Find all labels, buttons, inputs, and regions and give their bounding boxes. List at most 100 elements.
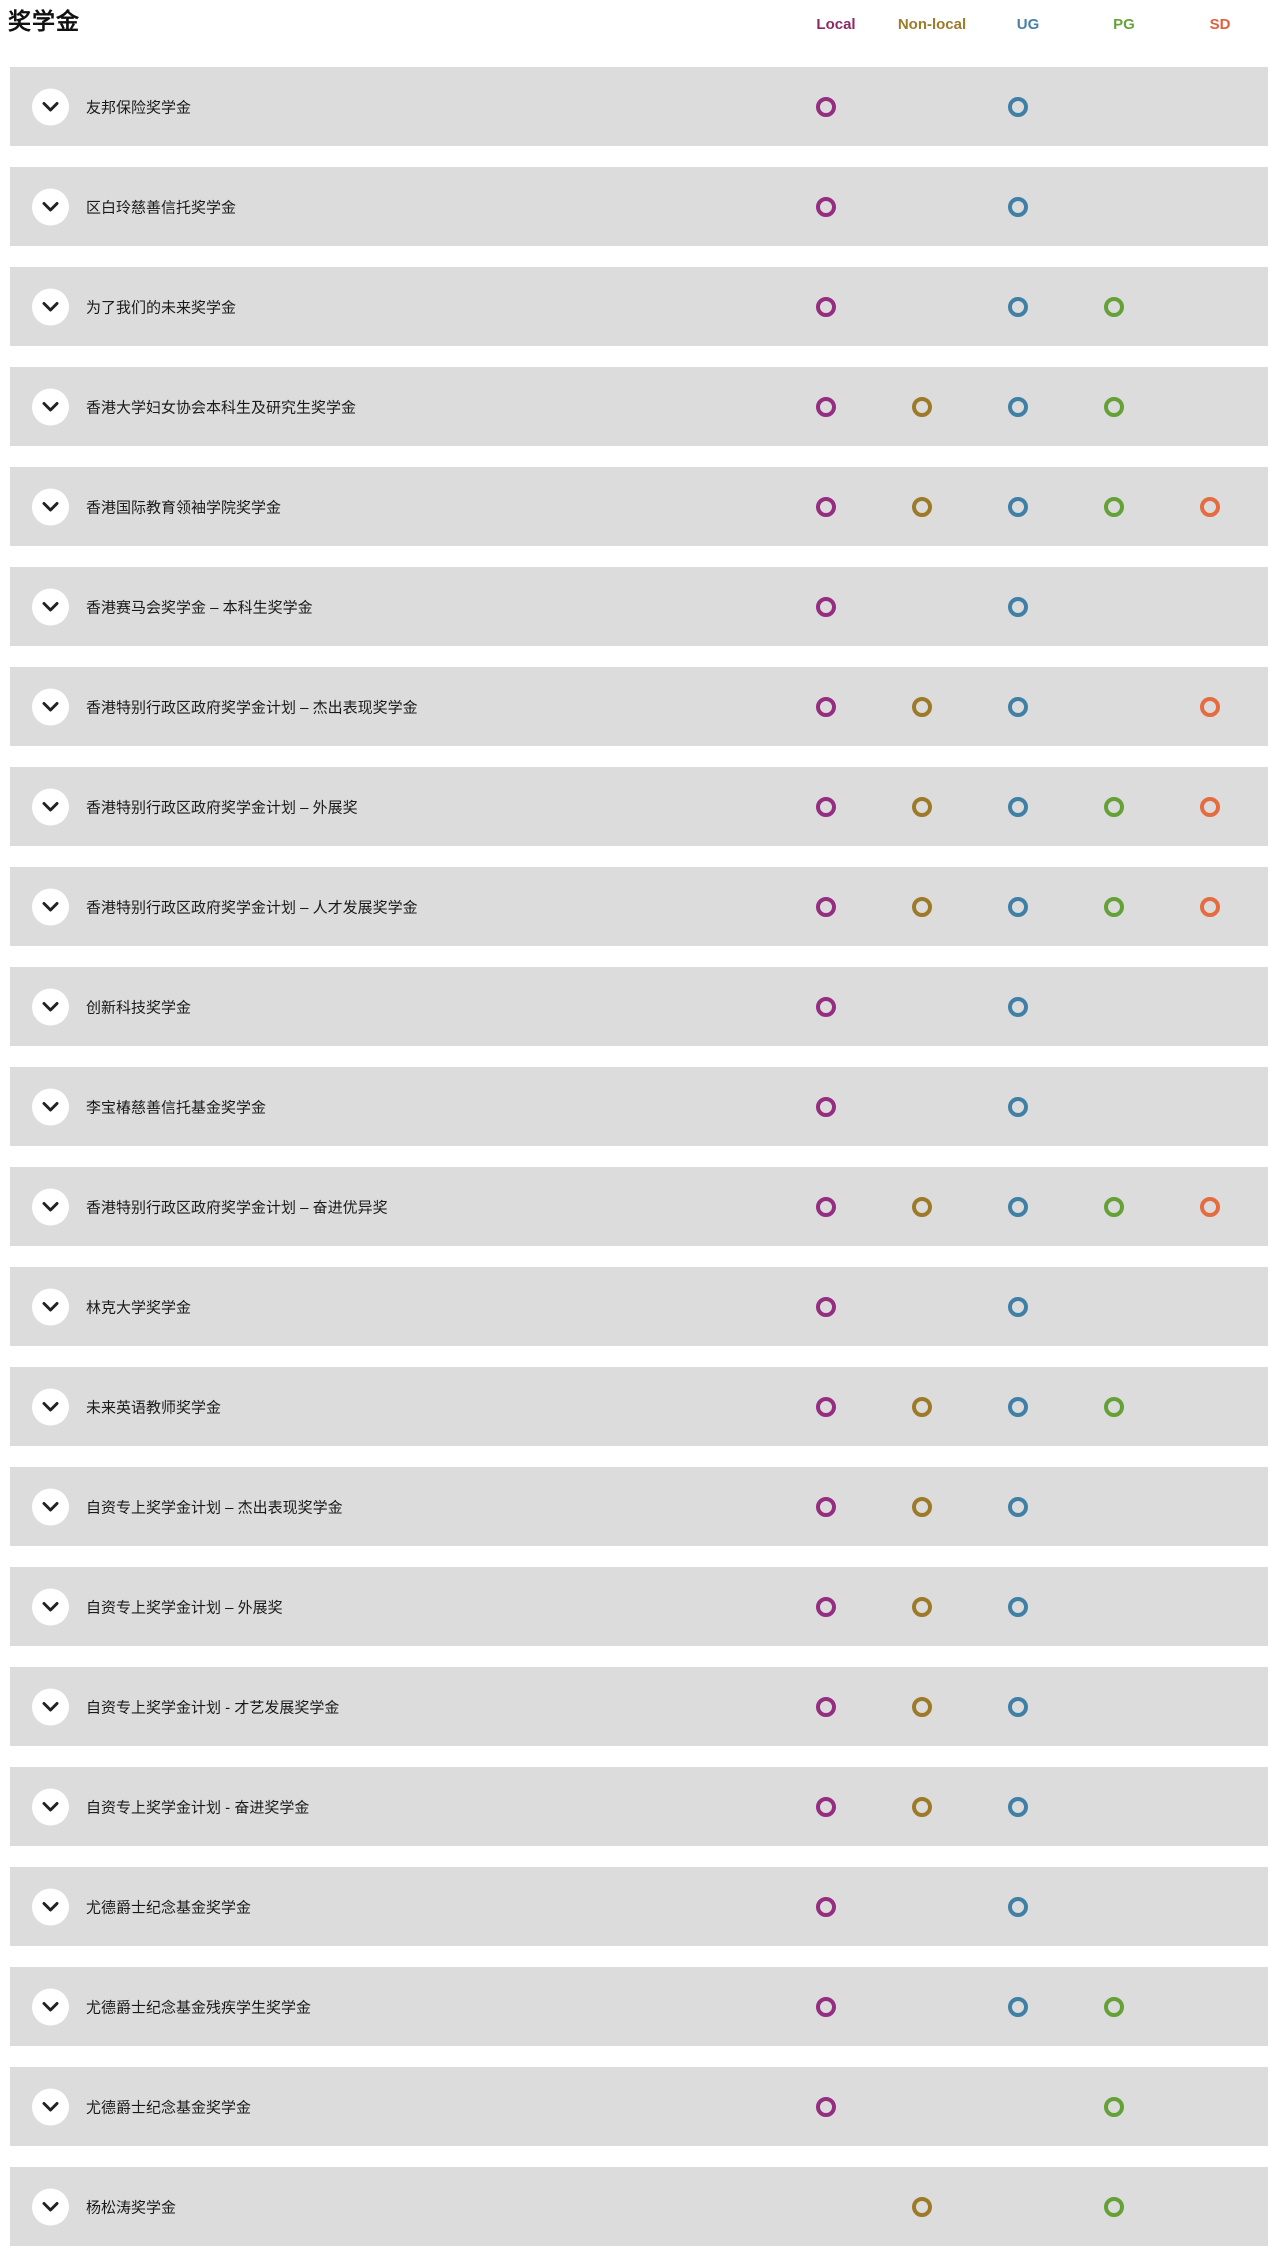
expand-button[interactable] [32, 1288, 69, 1325]
mark-cell-nonlocal [874, 167, 970, 246]
scholarship-name: 自资专上奖学金计划 – 杰出表现奖学金 [86, 1499, 343, 1516]
ug-ring-icon [1008, 1296, 1028, 1317]
column-header-local: Local [816, 16, 856, 33]
expand-button[interactable] [32, 988, 69, 1025]
chevron-down-icon [42, 1901, 59, 1911]
sd-ring-icon [1200, 496, 1220, 517]
mark-cell-sd [1162, 667, 1258, 746]
nonlocal-ring-icon [912, 696, 932, 717]
chevron-down-icon [42, 901, 59, 911]
scholarship-name: 香港赛马会奖学金 – 本科生奖学金 [86, 599, 313, 616]
chevron-down-icon [42, 301, 59, 311]
scholarship-row[interactable]: 香港赛马会奖学金 – 本科生奖学金 [10, 567, 1268, 646]
scholarship-row[interactable]: 友邦保险奖学金 [10, 67, 1268, 146]
chevron-down-icon [42, 801, 59, 811]
mark-cell-nonlocal [874, 67, 970, 146]
expand-button[interactable] [32, 2188, 69, 2225]
scholarship-row[interactable]: 李宝椿慈善信托基金奖学金 [10, 1067, 1268, 1146]
pg-ring-icon [1104, 1196, 1124, 1217]
ug-ring-icon [1008, 696, 1028, 717]
eligibility-marks [778, 1767, 1258, 1846]
mark-cell-local [778, 1167, 874, 1246]
column-headers: Local Non-local UG PG SD [788, 16, 1268, 33]
expand-button[interactable] [32, 1788, 69, 1825]
eligibility-marks [778, 2067, 1258, 2146]
mark-cell-sd [1162, 1767, 1258, 1846]
local-ring-icon [816, 1396, 836, 1417]
pg-ring-icon [1104, 496, 1124, 517]
eligibility-marks [778, 67, 1258, 146]
expand-button[interactable] [32, 688, 69, 725]
expand-button[interactable] [32, 1488, 69, 1525]
expand-button[interactable] [32, 288, 69, 325]
mark-cell-local [778, 1467, 874, 1546]
scholarship-row[interactable]: 香港特别行政区政府奖学金计划 – 杰出表现奖学金 [10, 667, 1268, 746]
local-ring-icon [816, 1996, 836, 2017]
chevron-down-icon [42, 1101, 59, 1111]
mark-cell-local [778, 1867, 874, 1946]
chevron-down-icon [42, 2201, 59, 2211]
scholarship-row[interactable]: 自资专上奖学金计划 - 奋进奖学金 [10, 1767, 1268, 1846]
scholarship-row[interactable]: 为了我们的未来奖学金 [10, 267, 1268, 346]
scholarship-row[interactable]: 尤德爵士纪念基金残疾学生奖学金 [10, 1967, 1268, 2046]
local-ring-icon [816, 1496, 836, 1517]
scholarship-row[interactable]: 区白玲慈善信托奖学金 [10, 167, 1268, 246]
expand-button[interactable] [32, 588, 69, 625]
expand-button[interactable] [32, 888, 69, 925]
scholarship-row[interactable]: 尤德爵士纪念基金奖学金 [10, 2067, 1268, 2146]
scholarship-row[interactable]: 香港国际教育领袖学院奖学金 [10, 467, 1268, 546]
mark-cell-local [778, 367, 874, 446]
eligibility-marks [778, 1467, 1258, 1546]
expand-button[interactable] [32, 88, 69, 125]
mark-cell-nonlocal [874, 1367, 970, 1446]
scholarship-name: 自资专上奖学金计划 - 才艺发展奖学金 [86, 1699, 340, 1716]
local-ring-icon [816, 696, 836, 717]
mark-cell-ug [970, 1767, 1066, 1846]
expand-button[interactable] [32, 1988, 69, 2025]
expand-button[interactable] [32, 388, 69, 425]
ug-ring-icon [1008, 896, 1028, 917]
scholarship-row[interactable]: 香港大学妇女协会本科生及研究生奖学金 [10, 367, 1268, 446]
mark-cell-pg [1066, 1867, 1162, 1946]
scholarship-row[interactable]: 杨松涛奖学金 [10, 2167, 1268, 2246]
eligibility-marks [778, 767, 1258, 846]
scholarship-row[interactable]: 香港特别行政区政府奖学金计划 – 外展奖 [10, 767, 1268, 846]
scholarship-row[interactable]: 香港特别行政区政府奖学金计划 – 奋进优异奖 [10, 1167, 1268, 1246]
scholarship-row[interactable]: 自资专上奖学金计划 – 杰出表现奖学金 [10, 1467, 1268, 1546]
chevron-down-icon [42, 401, 59, 411]
mark-cell-pg [1066, 1367, 1162, 1446]
eligibility-marks [778, 667, 1258, 746]
scholarship-row[interactable]: 未来英语教师奖学金 [10, 1367, 1268, 1446]
chevron-down-icon [42, 501, 59, 511]
scholarship-row[interactable]: 自资专上奖学金计划 – 外展奖 [10, 1567, 1268, 1646]
expand-button[interactable] [32, 188, 69, 225]
mark-cell-nonlocal [874, 1067, 970, 1146]
chevron-down-icon [42, 701, 59, 711]
scholarship-row[interactable]: 香港特别行政区政府奖学金计划 – 人才发展奖学金 [10, 867, 1268, 946]
mark-cell-local [778, 867, 874, 946]
mark-cell-local [778, 2167, 874, 2246]
expand-button[interactable] [32, 1588, 69, 1625]
expand-button[interactable] [32, 1088, 69, 1125]
expand-button[interactable] [32, 488, 69, 525]
mark-cell-sd [1162, 1267, 1258, 1346]
mark-cell-nonlocal [874, 1667, 970, 1746]
mark-cell-pg [1066, 2067, 1162, 2146]
mark-cell-nonlocal [874, 767, 970, 846]
scholarship-row[interactable]: 创新科技奖学金 [10, 967, 1268, 1046]
expand-button[interactable] [32, 1388, 69, 1425]
scholarship-row[interactable]: 自资专上奖学金计划 - 才艺发展奖学金 [10, 1667, 1268, 1746]
mark-cell-pg [1066, 1667, 1162, 1746]
scholarship-row[interactable]: 林克大学奖学金 [10, 1267, 1268, 1346]
expand-button[interactable] [32, 1188, 69, 1225]
pg-ring-icon [1104, 1396, 1124, 1417]
ug-ring-icon [1008, 1596, 1028, 1617]
scholarship-row[interactable]: 尤德爵士纪念基金奖学金 [10, 1867, 1268, 1946]
expand-button[interactable] [32, 1688, 69, 1725]
expand-button[interactable] [32, 788, 69, 825]
mark-cell-sd [1162, 567, 1258, 646]
expand-button[interactable] [32, 2088, 69, 2125]
expand-button[interactable] [32, 1888, 69, 1925]
mark-cell-sd [1162, 1867, 1258, 1946]
mark-cell-local [778, 1067, 874, 1146]
